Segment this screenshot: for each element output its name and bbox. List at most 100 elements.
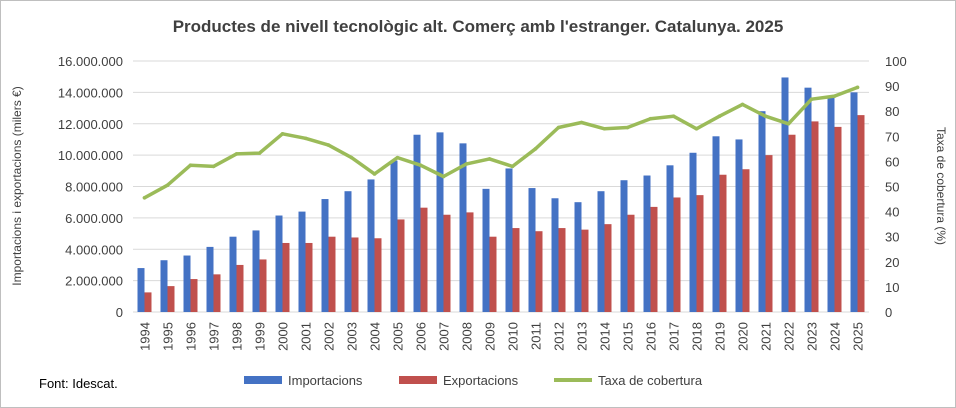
source-note: Font: Idescat. <box>39 376 118 391</box>
bar-importacions <box>206 246 214 312</box>
left-tick-label: 14.000.000 <box>58 85 123 100</box>
point-taxa-de-cobertura <box>533 147 538 151</box>
bar-importacions <box>643 175 651 312</box>
bar-importacions <box>229 236 237 312</box>
x-tick-label: 2015 <box>621 322 636 351</box>
point-taxa-de-cobertura <box>671 114 676 119</box>
bar-importacions <box>551 198 559 312</box>
bar-exportacions <box>144 292 152 312</box>
bar-importacions <box>597 191 605 312</box>
bar-importacions <box>344 191 352 312</box>
legend-swatch-exportacions <box>399 376 437 384</box>
bar-importacions <box>183 255 191 312</box>
line-taxa-de-cobertura <box>142 85 860 200</box>
point-taxa-de-cobertura <box>142 195 147 200</box>
x-tick-label: 2009 <box>483 322 498 351</box>
bar-exportacions <box>742 169 750 312</box>
bar-exportacions <box>581 229 589 312</box>
bar-importacions <box>574 202 582 312</box>
bar-exportacions <box>719 174 727 312</box>
bar-importacions <box>275 215 283 312</box>
bar-importacions <box>827 97 835 312</box>
left-tick-label: 12.000.000 <box>58 117 123 132</box>
legend-label-importacions: Importacions <box>288 373 363 388</box>
x-tick-label: 2008 <box>460 322 475 351</box>
right-tick-label: 30 <box>885 230 899 245</box>
left-tick-label: 0 <box>116 305 123 320</box>
right-tick-label: 60 <box>885 154 899 169</box>
left-tick-label: 4.000.000 <box>65 242 123 257</box>
x-tick-label: 2024 <box>828 322 843 351</box>
point-taxa-de-cobertura <box>418 163 423 167</box>
point-taxa-de-cobertura <box>372 172 377 176</box>
x-tick-label: 2000 <box>276 322 291 351</box>
right-tick-label: 90 <box>885 79 899 94</box>
bar-exportacions <box>305 242 313 312</box>
legend: Importacions Exportacions Taxa de cobert… <box>244 373 703 388</box>
point-taxa-de-cobertura <box>464 162 469 166</box>
point-taxa-de-cobertura <box>832 94 837 98</box>
point-taxa-de-cobertura <box>579 120 584 125</box>
bar-importacions <box>528 188 536 312</box>
chart-title: Productes de nivell tecnològic alt. Come… <box>173 17 784 36</box>
x-tick-label: 2023 <box>805 322 820 351</box>
x-tick-label: 2014 <box>598 322 613 351</box>
right-tick-label: 0 <box>885 305 892 320</box>
point-taxa-de-cobertura <box>786 121 791 126</box>
left-tick-label: 10.000.000 <box>58 148 123 163</box>
bar-importacions <box>137 268 145 312</box>
bar-exportacions <box>236 264 244 312</box>
bar-exportacions <box>466 212 474 312</box>
x-tick-label: 1994 <box>138 322 153 351</box>
left-axis-ticks: 0 2.000.000 4.000.000 6.000.000 8.000.000 10.… <box>58 54 123 320</box>
legend-swatch-importacions <box>244 376 282 384</box>
series-importacions <box>137 77 858 312</box>
bar-importacions <box>781 77 789 312</box>
bar-exportacions <box>604 224 612 312</box>
point-taxa-de-cobertura <box>326 143 331 147</box>
point-taxa-de-cobertura <box>763 114 768 119</box>
point-taxa-de-cobertura <box>694 126 699 131</box>
y-axis-right-label: Taxa de cobertura (%) <box>934 127 948 245</box>
point-taxa-de-cobertura <box>855 85 860 90</box>
x-tick-label: 2019 <box>713 322 728 351</box>
bar-importacions <box>160 260 168 312</box>
x-tick-label: 2005 <box>391 322 406 351</box>
bar-importacions <box>436 132 444 312</box>
bar-importacions <box>482 188 490 312</box>
x-tick-label: 1996 <box>184 322 199 351</box>
x-tick-label: 2021 <box>759 322 774 351</box>
bar-exportacions <box>673 197 681 312</box>
bar-exportacions <box>489 236 497 312</box>
left-tick-label: 8.000.000 <box>65 180 123 195</box>
x-tick-label: 2004 <box>368 322 383 351</box>
bar-importacions <box>758 111 766 312</box>
point-taxa-de-cobertura <box>740 102 745 107</box>
bar-importacions <box>367 179 375 312</box>
bar-exportacions <box>213 274 221 312</box>
point-taxa-de-cobertura <box>211 164 216 169</box>
x-tick-label: 2003 <box>345 322 360 351</box>
x-tick-label: 2007 <box>437 322 452 351</box>
x-tick-label: 2011 <box>529 322 544 350</box>
bar-importacions <box>321 199 329 312</box>
series-taxa-de-cobertura <box>142 85 860 200</box>
x-tick-label: 1998 <box>230 322 245 351</box>
bar-importacions <box>620 180 628 312</box>
x-tick-label: 2013 <box>575 322 590 351</box>
x-tick-label: 2001 <box>299 322 314 351</box>
bar-exportacions <box>420 207 428 312</box>
point-taxa-de-cobertura <box>441 174 446 179</box>
point-taxa-de-cobertura <box>510 164 515 169</box>
bar-importacions <box>390 160 398 312</box>
right-axis-ticks: 0 10 20 30 40 50 60 70 80 90 100 <box>885 54 907 320</box>
bar-importacions <box>735 139 743 312</box>
x-tick-label: 2010 <box>506 322 521 351</box>
bar-exportacions <box>834 126 842 312</box>
bar-exportacions <box>397 219 405 312</box>
left-tick-label: 6.000.000 <box>65 211 123 226</box>
bar-exportacions <box>811 121 819 312</box>
x-tick-label: 2017 <box>667 322 682 351</box>
right-tick-label: 40 <box>885 205 899 220</box>
